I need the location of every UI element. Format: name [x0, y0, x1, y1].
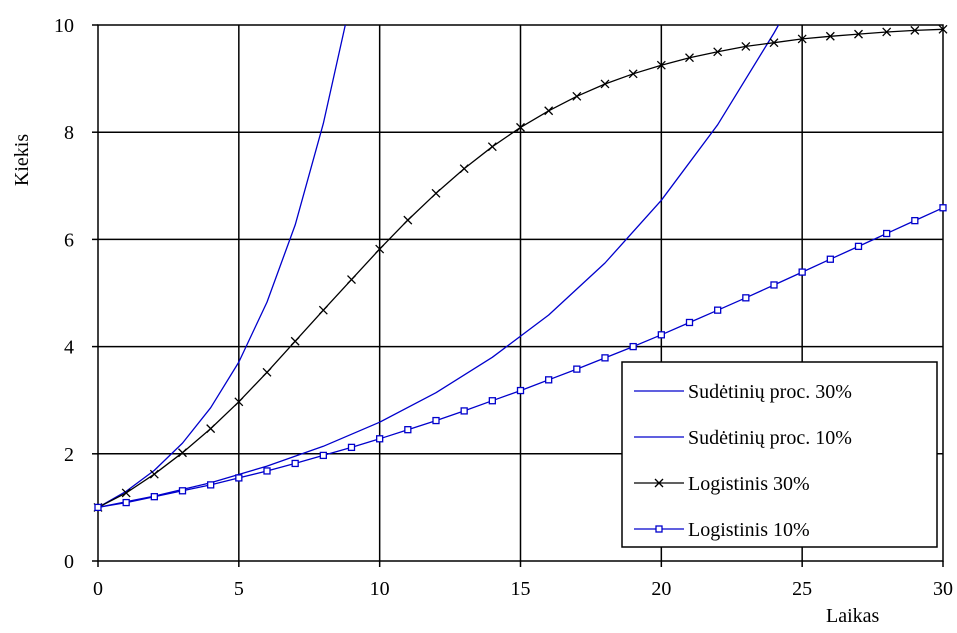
x-marker — [516, 122, 525, 132]
y-tick-label: 6 — [64, 229, 74, 251]
x-tick-label: 30 — [933, 578, 953, 600]
x-tick-label: 25 — [792, 578, 812, 600]
square-marker — [657, 331, 665, 339]
x-marker — [741, 41, 751, 51]
x-marker — [910, 25, 920, 35]
x-tick-label: 5 — [234, 578, 244, 600]
x-marker — [403, 215, 413, 225]
x-marker — [459, 164, 469, 174]
y-tick-label: 4 — [64, 337, 74, 359]
x-marker — [854, 29, 863, 39]
legend-entry: Sudėtinių proc. 10% — [634, 427, 852, 449]
x-marker — [656, 60, 666, 70]
x-marker — [572, 91, 582, 101]
series-2 — [97, 24, 780, 509]
square-marker — [460, 407, 468, 415]
x-marker — [628, 69, 638, 79]
x-marker — [938, 24, 948, 34]
series-lines — [93, 24, 948, 512]
square-marker — [798, 268, 806, 276]
x-marker — [318, 305, 328, 315]
x-marker — [121, 488, 131, 498]
x-marker — [290, 336, 300, 346]
legend-label: Logistinis 30% — [688, 473, 810, 495]
square-marker — [655, 525, 663, 533]
square-marker — [939, 204, 947, 212]
x-marker — [347, 275, 356, 285]
x-marker — [713, 47, 723, 57]
y-tick-label: 2 — [64, 444, 74, 466]
series-line — [97, 24, 780, 509]
x-tick-label: 10 — [370, 578, 390, 600]
x-marker — [431, 188, 441, 198]
x-marker — [375, 244, 385, 254]
square-marker — [883, 229, 891, 238]
series-line — [97, 24, 346, 508]
x-marker — [797, 34, 807, 44]
square-marker — [742, 294, 750, 302]
series-1 — [97, 24, 346, 508]
x-marker — [882, 27, 892, 37]
square-marker — [629, 342, 637, 351]
x-marker — [149, 469, 159, 479]
y-axis-title: Kiekis — [11, 134, 33, 186]
x-marker — [600, 79, 610, 89]
x-marker — [262, 367, 272, 377]
square-marker — [319, 451, 327, 460]
x-marker — [685, 53, 694, 63]
square-marker — [911, 216, 919, 225]
square-marker — [150, 493, 158, 501]
series-3 — [93, 24, 948, 512]
square-marker — [207, 481, 215, 489]
square-marker — [376, 435, 384, 443]
square-marker — [94, 503, 102, 512]
legend-label: Logistinis 10% — [688, 519, 810, 541]
x-tick-label: 20 — [651, 578, 671, 600]
x-tick-label: 15 — [511, 578, 531, 600]
series-4 — [94, 204, 947, 512]
x-marker — [178, 448, 187, 458]
square-marker — [488, 397, 496, 405]
x-marker — [206, 424, 216, 434]
square-marker — [291, 459, 299, 468]
y-tick-label: 0 — [64, 551, 74, 573]
x-marker — [234, 397, 244, 407]
x-marker — [654, 478, 664, 488]
x-axis-title: Laikas — [826, 605, 880, 627]
square-marker — [854, 242, 863, 251]
x-marker — [769, 38, 779, 48]
square-marker — [516, 386, 525, 395]
tick-labels: 0 5 10 15 20 25 30 0 2 4 6 8 10 — [54, 15, 953, 600]
y-tick-label: 10 — [54, 15, 74, 37]
square-marker — [235, 474, 243, 482]
x-tick-label: 0 — [93, 578, 103, 600]
square-marker — [263, 467, 271, 475]
y-tick-label: 8 — [64, 122, 74, 144]
square-marker — [545, 376, 553, 384]
square-marker — [347, 443, 356, 452]
square-marker — [404, 426, 412, 434]
square-marker — [826, 255, 834, 263]
legend: Sudėtinių proc. 30% Sudėtinių proc. 10% Lo… — [621, 361, 938, 548]
square-marker — [714, 306, 722, 314]
square-marker — [122, 498, 130, 507]
square-marker — [573, 365, 581, 373]
x-marker — [544, 106, 554, 116]
legend-entry: Logistinis 30% — [634, 473, 810, 495]
square-marker — [178, 487, 187, 495]
square-marker — [601, 354, 609, 362]
x-marker — [825, 31, 835, 41]
square-marker — [685, 318, 694, 327]
x-marker — [487, 142, 497, 152]
square-marker — [432, 416, 440, 425]
legend-label: Sudėtinių proc. 10% — [688, 427, 852, 449]
legend-entry: Logistinis 10% — [634, 519, 810, 541]
legend-label: Sudėtinių proc. 30% — [688, 381, 852, 403]
legend-entry: Sudėtinių proc. 30% — [634, 381, 852, 403]
square-marker — [770, 281, 778, 289]
legend-box — [621, 361, 938, 548]
